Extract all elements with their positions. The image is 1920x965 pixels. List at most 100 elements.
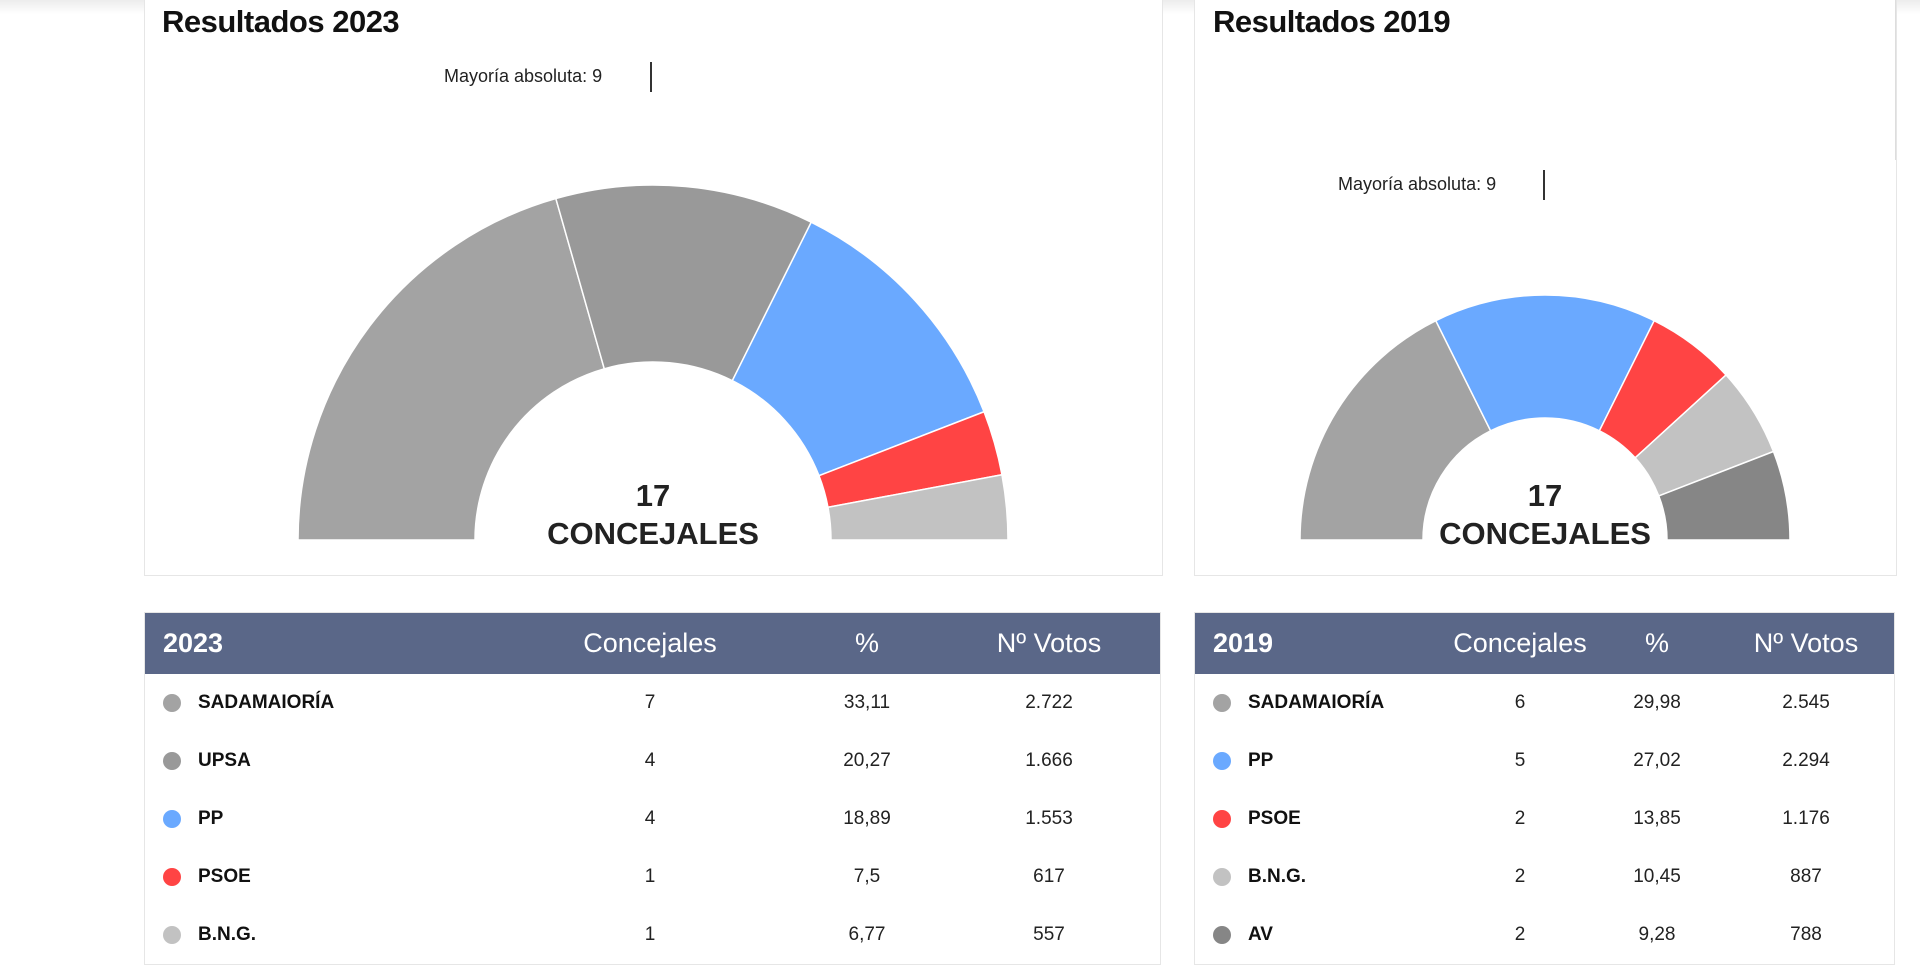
table-row: UPSA 4 20,27 1.666 (145, 732, 1161, 790)
table-row: B.N.G. 2 10,45 887 (1195, 848, 1895, 906)
seats-cell: 2 (1514, 808, 1526, 829)
party-cell: B.N.G. (145, 906, 505, 965)
party-color-dot (163, 693, 181, 712)
seat-segment-av (1657, 450, 1791, 541)
votes-cell: 1.666 (1025, 750, 1073, 771)
party-cell: UPSA (145, 732, 505, 790)
percent-cell: 27,02 (1633, 750, 1681, 771)
party-color-dot (163, 809, 181, 828)
votes-cell: 2.545 (1782, 692, 1830, 713)
party-color-dot (1213, 809, 1231, 828)
seats-cell: 2 (1514, 866, 1526, 887)
percent-cell: 20,27 (843, 750, 891, 771)
votes-cell: 2.722 (1025, 692, 1073, 713)
votes-cell: 1.176 (1782, 808, 1830, 829)
table-row: B.N.G. 1 6,77 557 (145, 906, 1161, 965)
votes-cell: 887 (1790, 866, 1822, 887)
percent-cell: 18,89 (843, 808, 891, 829)
party-color-dot (1213, 925, 1231, 944)
party-color-dot (163, 751, 181, 770)
votes-cell: 1.553 (1025, 808, 1073, 829)
majority-marker-2023 (650, 62, 652, 92)
party-color-dot (1213, 751, 1231, 770)
seats-label: CONCEJALES (1439, 516, 1651, 551)
results-table-2019: 2019 Concejales % Nº Votos SADAMAIORÍA 6 2… (1194, 612, 1895, 965)
party-color-dot (163, 867, 181, 886)
percent-cell: 29,98 (1633, 692, 1681, 713)
seats-total-2019: 17 CONCEJALES (1395, 477, 1695, 553)
seats-cell: 4 (644, 750, 656, 771)
seats-label: CONCEJALES (547, 516, 759, 551)
year-header: 2019 (1194, 612, 1444, 674)
seat-segment-pp (731, 221, 985, 477)
percent-cell: 33,11 (843, 692, 891, 713)
percent-cell: 6,77 (848, 924, 886, 945)
table-row: PP 4 18,89 1.553 (145, 790, 1161, 848)
results-2019-title: Resultados 2019 (1213, 4, 1451, 39)
party-name: SADAMAIORÍA (198, 692, 335, 713)
percent-header: % (1596, 612, 1718, 674)
year-header: 2023 (144, 612, 504, 674)
majority-label-2023: Mayoría absoluta: 9 (444, 66, 603, 86)
party-cell: PP (1195, 732, 1445, 790)
party-cell: PSOE (145, 848, 505, 906)
party-cell: AV (1195, 906, 1445, 965)
votes-header: Nº Votos (1718, 612, 1895, 674)
party-cell: B.N.G. (1195, 848, 1445, 906)
party-color-dot (1213, 867, 1231, 886)
seats-header: Concejales (504, 612, 796, 674)
votes-header: Nº Votos (938, 612, 1161, 674)
party-cell: SADAMAIORÍA (145, 674, 505, 732)
seat-segment-pp (1434, 294, 1656, 432)
party-name: PP (1248, 750, 1274, 771)
card-border (1895, 0, 1896, 160)
seats-count: 17 (1527, 478, 1563, 513)
seats-cell: 1 (644, 924, 656, 945)
seats-cell: 2 (1514, 924, 1526, 945)
percent-cell: 10,45 (1633, 866, 1681, 887)
seat-segment-upsa (554, 184, 813, 382)
votes-cell: 2.294 (1782, 750, 1830, 771)
party-color-dot (1213, 693, 1231, 712)
party-name: B.N.G. (1248, 866, 1307, 887)
seat-segment-bng (827, 473, 1009, 541)
seats-cell: 5 (1514, 750, 1526, 771)
table-row: PSOE 2 13,85 1.176 (1195, 790, 1895, 848)
party-name: B.N.G. (198, 924, 257, 945)
seats-count: 17 (635, 478, 671, 513)
seat-segment-sadamaiora (297, 197, 606, 541)
table-header: 2023 Concejales % Nº Votos (144, 612, 1161, 674)
seats-cell: 4 (644, 808, 656, 829)
party-name: PP (198, 808, 224, 829)
seat-segment-sadamaiora (1299, 319, 1492, 541)
majority-marker-2019 (1543, 170, 1545, 200)
seats-cell: 6 (1514, 692, 1526, 713)
majority-label-2019: Mayoría absoluta: 9 (1338, 174, 1497, 194)
table-row: PP 5 27,02 2.294 (1195, 732, 1895, 790)
percent-cell: 7,5 (853, 866, 881, 887)
seats-total-2023: 17 CONCEJALES (503, 477, 803, 553)
percent-cell: 13,85 (1633, 808, 1681, 829)
party-name: PSOE (198, 866, 251, 887)
results-2023-title: Resultados 2023 (162, 4, 400, 39)
percent-cell: 9,28 (1638, 924, 1676, 945)
seats-cell: 1 (644, 866, 656, 887)
party-name: UPSA (198, 750, 251, 771)
table-row: SADAMAIORÍA 6 29,98 2.545 (1195, 674, 1895, 732)
party-cell: SADAMAIORÍA (1195, 674, 1445, 732)
party-name: AV (1248, 924, 1273, 945)
votes-cell: 788 (1790, 924, 1822, 945)
table-row: PSOE 1 7,5 617 (145, 848, 1161, 906)
seats-header: Concejales (1444, 612, 1596, 674)
party-name: PSOE (1248, 808, 1301, 829)
table-row: SADAMAIORÍA 7 33,11 2.722 (145, 674, 1161, 732)
votes-cell: 617 (1033, 866, 1065, 887)
votes-cell: 557 (1033, 924, 1065, 945)
table-row: AV 2 9,28 788 (1195, 906, 1895, 965)
seats-cell: 7 (644, 692, 656, 713)
results-table-2023: 2023 Concejales % Nº Votos SADAMAIORÍA 7 3… (144, 612, 1161, 965)
party-name: SADAMAIORÍA (1248, 692, 1385, 713)
party-color-dot (163, 925, 181, 944)
percent-header: % (796, 612, 938, 674)
